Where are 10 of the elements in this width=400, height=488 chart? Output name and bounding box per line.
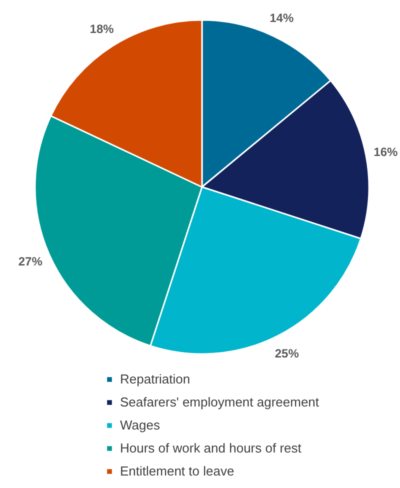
legend-label: Repatriation: [120, 372, 190, 386]
legend-label: Hours of work and hours of rest: [120, 440, 302, 456]
data-label: 16%: [374, 144, 398, 159]
legend-label: Seafarers' employment agreement: [120, 394, 320, 410]
data-label: 18%: [90, 22, 114, 36]
data-label: 27%: [18, 254, 43, 268]
legend-label: Entitlement to leave: [120, 464, 234, 478]
data-label: 14%: [270, 10, 294, 25]
legend-label: Wages: [120, 418, 160, 432]
data-label: 25%: [274, 346, 300, 361]
